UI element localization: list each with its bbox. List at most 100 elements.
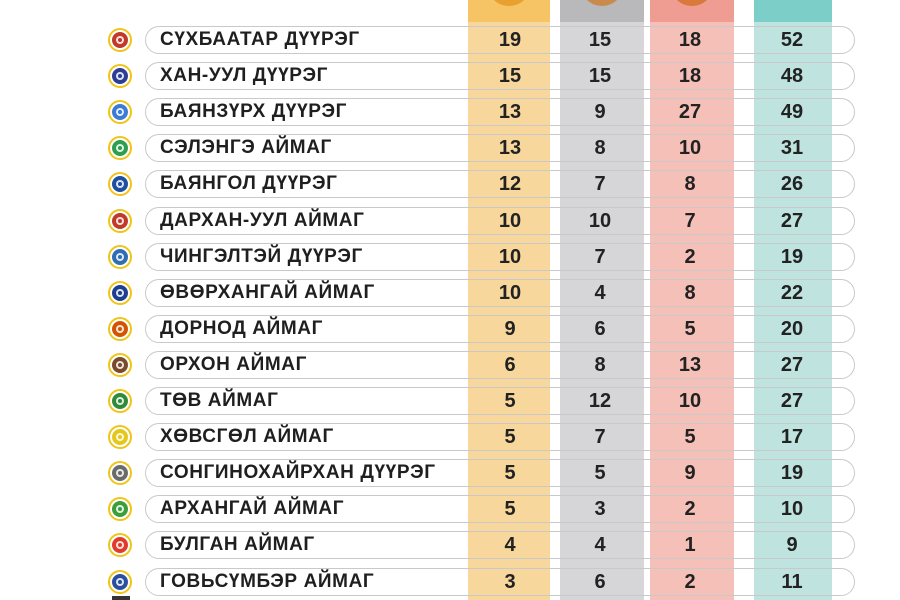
row-outline bbox=[145, 242, 855, 271]
emblem-icon bbox=[108, 316, 132, 341]
total-column-band bbox=[754, 0, 832, 600]
silver-count: 4 bbox=[594, 281, 606, 304]
table-row: ЧИНГЭЛТЭЙ ДҮҮРЭГ 10 7 2 19 bbox=[0, 242, 900, 272]
silver-count: 9 bbox=[594, 101, 606, 124]
emblem-icon bbox=[108, 389, 132, 413]
gold-count: 10 bbox=[498, 281, 522, 304]
gold-medal-icon bbox=[487, 0, 531, 6]
row-outline bbox=[145, 98, 855, 127]
emblem-icon bbox=[108, 533, 132, 558]
row-outline bbox=[145, 531, 855, 560]
table-row: ӨВӨРХАНГАЙ АЙМАГ 10 4 8 22 bbox=[0, 278, 900, 308]
gold-count: 5 bbox=[504, 498, 516, 521]
region-name: ДОРНОД АЙМАГ bbox=[160, 317, 323, 339]
emblem-icon bbox=[108, 64, 132, 89]
region-name: БАЯНЗҮРХ ДҮҮРЭГ bbox=[160, 101, 348, 123]
total-count: 10 bbox=[780, 498, 804, 521]
table-row: ОРХОН АЙМАГ 6 8 13 27 bbox=[0, 350, 900, 380]
total-count: 22 bbox=[780, 281, 804, 304]
emblem-icon bbox=[108, 244, 132, 269]
bronze-count: 5 bbox=[684, 426, 696, 449]
row-outline bbox=[145, 495, 855, 524]
bronze-count: 18 bbox=[678, 65, 702, 88]
row-outline bbox=[145, 134, 855, 163]
table-row: СЭЛЭНГЭ АЙМАГ 13 8 10 31 bbox=[0, 133, 900, 163]
bronze-count: 5 bbox=[684, 317, 696, 340]
silver-count: 3 bbox=[594, 498, 606, 521]
emblem-icon bbox=[108, 425, 132, 450]
total-count: 19 bbox=[780, 462, 804, 485]
region-name: БУЛГАН АЙМАГ bbox=[160, 534, 315, 556]
emblem-icon bbox=[108, 28, 132, 52]
total-count: 27 bbox=[780, 209, 804, 232]
next-row-emblem-fragment bbox=[112, 596, 130, 600]
total-count: 20 bbox=[780, 317, 804, 340]
total-count: 19 bbox=[780, 245, 804, 268]
gold-count: 4 bbox=[504, 534, 516, 557]
region-name: ДАРХАН-УУЛ АЙМАГ bbox=[160, 209, 365, 231]
silver-count: 6 bbox=[594, 317, 606, 340]
silver-column-band bbox=[560, 0, 644, 600]
total-count: 49 bbox=[780, 101, 804, 124]
bronze-count: 27 bbox=[678, 101, 702, 124]
gold-count: 13 bbox=[498, 137, 522, 160]
gold-count: 15 bbox=[498, 65, 522, 88]
bronze-count: 2 bbox=[684, 498, 696, 521]
silver-count: 8 bbox=[594, 353, 606, 376]
bronze-column-header bbox=[650, 0, 734, 22]
gold-count: 10 bbox=[498, 209, 522, 232]
table-row: БАЯНЗҮРХ ДҮҮРЭГ 13 9 27 49 bbox=[0, 97, 900, 127]
bronze-medal-icon bbox=[670, 0, 714, 6]
table-row: СОНГИНОХАЙРХАН ДҮҮРЭГ 5 5 9 19 bbox=[0, 458, 900, 488]
region-name: ГОВЬСҮМБЭР АЙМАГ bbox=[160, 570, 375, 592]
bronze-count: 8 bbox=[684, 281, 696, 304]
total-count: 11 bbox=[781, 570, 803, 593]
gold-count: 13 bbox=[498, 101, 522, 124]
row-outline bbox=[145, 62, 855, 91]
bronze-count: 7 bbox=[684, 209, 696, 232]
row-outline bbox=[145, 278, 855, 307]
row-outline bbox=[145, 26, 855, 54]
bronze-count: 10 bbox=[678, 137, 702, 160]
bronze-count: 2 bbox=[684, 245, 696, 268]
total-count: 26 bbox=[780, 173, 804, 196]
row-outline bbox=[145, 567, 855, 596]
silver-count: 8 bbox=[594, 137, 606, 160]
bronze-count: 1 bbox=[684, 534, 696, 557]
silver-count: 15 bbox=[588, 65, 612, 88]
table-row: ДОРНОД АЙМАГ 9 6 5 20 bbox=[0, 314, 900, 344]
silver-count: 4 bbox=[594, 534, 606, 557]
table-row: ГОВЬСҮМБЭР АЙМАГ 3 6 2 11 bbox=[0, 567, 900, 597]
table-row: СҮХБААТАР ДҮҮРЭГ 19 15 18 52 bbox=[0, 25, 900, 55]
total-count: 48 bbox=[780, 65, 804, 88]
total-count: 17 bbox=[780, 426, 804, 449]
emblem-icon bbox=[108, 172, 132, 197]
emblem-icon bbox=[108, 280, 132, 305]
region-name: СОНГИНОХАЙРХАН ДҮҮРЭГ bbox=[160, 462, 436, 484]
emblem-icon bbox=[108, 569, 132, 594]
silver-count: 7 bbox=[594, 245, 606, 268]
table-row: БАЯНГОЛ ДҮҮРЭГ 12 7 8 26 bbox=[0, 169, 900, 199]
gold-count: 5 bbox=[504, 462, 516, 485]
emblem-icon bbox=[108, 208, 132, 233]
region-name: АРХАНГАЙ АЙМАГ bbox=[160, 498, 345, 520]
bronze-count: 2 bbox=[684, 570, 696, 593]
total-column-header bbox=[754, 0, 832, 22]
emblem-icon bbox=[108, 136, 132, 161]
row-outline bbox=[145, 170, 855, 199]
gold-column-band bbox=[468, 0, 550, 600]
table-row: ХАН-УУЛ ДҮҮРЭГ 15 15 18 48 bbox=[0, 61, 900, 91]
gold-count: 3 bbox=[504, 570, 516, 593]
bronze-count: 18 bbox=[678, 29, 702, 51]
silver-count: 7 bbox=[594, 173, 606, 196]
table-row: ТӨВ АЙМАГ 5 12 10 27 bbox=[0, 386, 900, 416]
emblem-icon bbox=[108, 461, 132, 486]
silver-count: 7 bbox=[594, 426, 606, 449]
region-name: ОРХОН АЙМАГ bbox=[160, 353, 307, 375]
table-row: ХӨВСГӨЛ АЙМАГ 5 7 5 17 bbox=[0, 422, 900, 452]
region-name: БАЯНГОЛ ДҮҮРЭГ bbox=[160, 173, 338, 195]
gold-count: 6 bbox=[504, 353, 516, 376]
table-row: АРХАНГАЙ АЙМАГ 5 3 2 10 bbox=[0, 494, 900, 524]
silver-medal-icon bbox=[580, 0, 624, 6]
silver-count: 10 bbox=[588, 209, 612, 232]
